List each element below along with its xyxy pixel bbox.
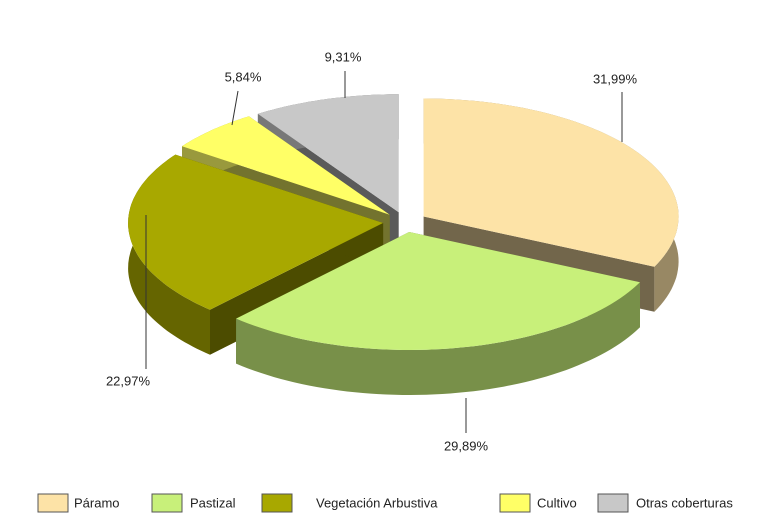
legend-label: Cultivo	[537, 495, 577, 510]
data-label: 29,89%	[444, 438, 489, 453]
slice-side	[236, 282, 640, 395]
data-label: 5,84%	[225, 69, 262, 84]
slice	[257, 94, 399, 213]
legend-swatch	[261, 493, 293, 513]
leader-line	[231, 90, 239, 126]
legend-swatch	[597, 493, 629, 513]
legend-swatch	[499, 493, 531, 513]
legend-label: Otras coberturas	[636, 495, 733, 510]
slice	[182, 116, 390, 215]
slice	[128, 154, 384, 310]
data-label: 31,99%	[593, 71, 638, 86]
legend-label: Pastizal	[190, 495, 236, 510]
slice	[423, 98, 679, 267]
slice	[236, 232, 640, 350]
legend-label: Páramo	[74, 495, 120, 510]
legend-swatch	[151, 493, 183, 513]
data-label: 22,97%	[106, 373, 151, 388]
legend-swatch	[37, 493, 69, 513]
data-label: 9,31%	[325, 49, 362, 64]
legend-label: Vegetación Arbustiva	[316, 495, 438, 510]
